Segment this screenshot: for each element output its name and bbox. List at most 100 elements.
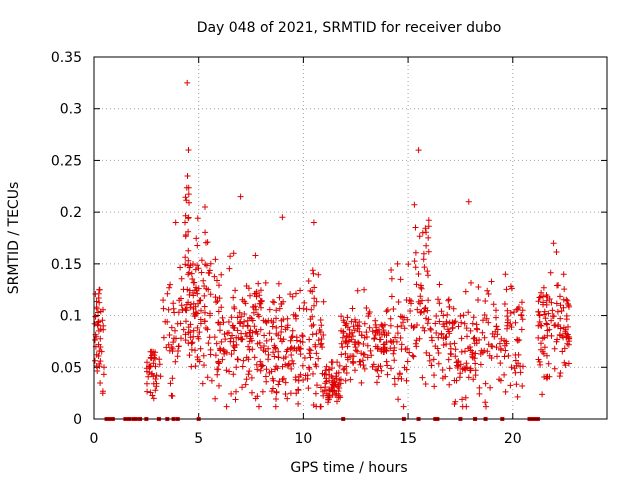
- data-point: [337, 394, 344, 401]
- data-point: [206, 270, 213, 277]
- data-point: [431, 383, 438, 390]
- data-point: [175, 343, 182, 350]
- data-point: [293, 337, 300, 344]
- data-point: [214, 366, 221, 373]
- data-point: [519, 307, 526, 314]
- data-point: [172, 219, 179, 226]
- data-point: [172, 358, 179, 365]
- data-point: [497, 345, 504, 352]
- data-point: [545, 360, 552, 367]
- data-point: [508, 285, 515, 292]
- data-point: [318, 322, 325, 329]
- data-point: [173, 335, 179, 342]
- data-point: [273, 389, 280, 396]
- data-point: [194, 215, 201, 222]
- data-point: [438, 308, 445, 315]
- data-point: [391, 344, 398, 351]
- data-point: [380, 341, 387, 348]
- data-point: [412, 264, 419, 271]
- data-point: [306, 336, 313, 343]
- data-point: [431, 372, 437, 379]
- data-point: [493, 307, 499, 314]
- data-point: [185, 184, 192, 191]
- data-point: [258, 287, 264, 294]
- data-point: [241, 318, 248, 325]
- data-point: [270, 349, 277, 356]
- data-point: [485, 291, 492, 297]
- data-point: [160, 297, 167, 304]
- data-point: [497, 360, 504, 367]
- data-point: [223, 403, 230, 410]
- data-point: [542, 315, 549, 322]
- data-point: [195, 285, 202, 292]
- data-point: [392, 334, 399, 341]
- data-point: [182, 219, 188, 226]
- data-point: [198, 307, 204, 314]
- data-point: [99, 317, 106, 324]
- data-point: [313, 363, 320, 370]
- data-point: [305, 278, 312, 284]
- data-point: [164, 318, 171, 325]
- data-point: [482, 298, 489, 304]
- data-point: [169, 393, 176, 399]
- data-point: [293, 315, 299, 322]
- data-point: [249, 317, 256, 324]
- data-point: [198, 269, 205, 276]
- data-point: [479, 329, 486, 336]
- data-point: [188, 346, 195, 353]
- data-point: [475, 297, 481, 303]
- data-point: [557, 315, 564, 322]
- data-point: [297, 351, 304, 358]
- data-point: [263, 337, 270, 344]
- data-point: [302, 372, 309, 379]
- data-point: [96, 348, 103, 354]
- data-point: [97, 335, 104, 342]
- data-point: [338, 351, 345, 358]
- data-point: [354, 287, 361, 294]
- data-point: [211, 273, 218, 280]
- data-point: [343, 370, 350, 376]
- data-point: [441, 323, 448, 330]
- data-point: [398, 341, 405, 348]
- data-point: [564, 300, 571, 307]
- data-point: [462, 394, 469, 401]
- data-point: [501, 301, 508, 307]
- data-point: [279, 214, 286, 221]
- data-point: [178, 275, 185, 282]
- data-point: [190, 327, 197, 334]
- data-point: [146, 369, 153, 376]
- data-point: [263, 378, 270, 385]
- data-point: [282, 361, 289, 368]
- data-point: [566, 303, 572, 310]
- data-point: [561, 286, 568, 293]
- x-tick-label: 0: [90, 431, 99, 447]
- data-point: [255, 280, 262, 287]
- data-point: [384, 371, 391, 378]
- data-point: [350, 333, 356, 340]
- data-point: [227, 335, 234, 342]
- plot-frame: [93, 56, 608, 420]
- data-point: [463, 325, 470, 332]
- data-point: [212, 352, 219, 359]
- data-point: [240, 323, 246, 330]
- data-point: [252, 328, 259, 335]
- data-point: [436, 300, 443, 307]
- data-point: [459, 396, 466, 403]
- data-point: [538, 340, 544, 347]
- data-point: [518, 312, 525, 319]
- data-point: [299, 333, 306, 340]
- data-point: [548, 317, 555, 324]
- data-point: [350, 353, 357, 360]
- data-point: [366, 309, 373, 315]
- data-point: [261, 343, 267, 349]
- data-point: [485, 341, 492, 348]
- data-point: [289, 333, 296, 340]
- data-point: [185, 191, 192, 198]
- data-point: [315, 337, 322, 344]
- data-point: [144, 388, 151, 395]
- data-point: [254, 366, 261, 373]
- data-point: [175, 348, 181, 354]
- data-point: [310, 270, 317, 277]
- data-point: [275, 354, 282, 361]
- data-point: [230, 250, 237, 257]
